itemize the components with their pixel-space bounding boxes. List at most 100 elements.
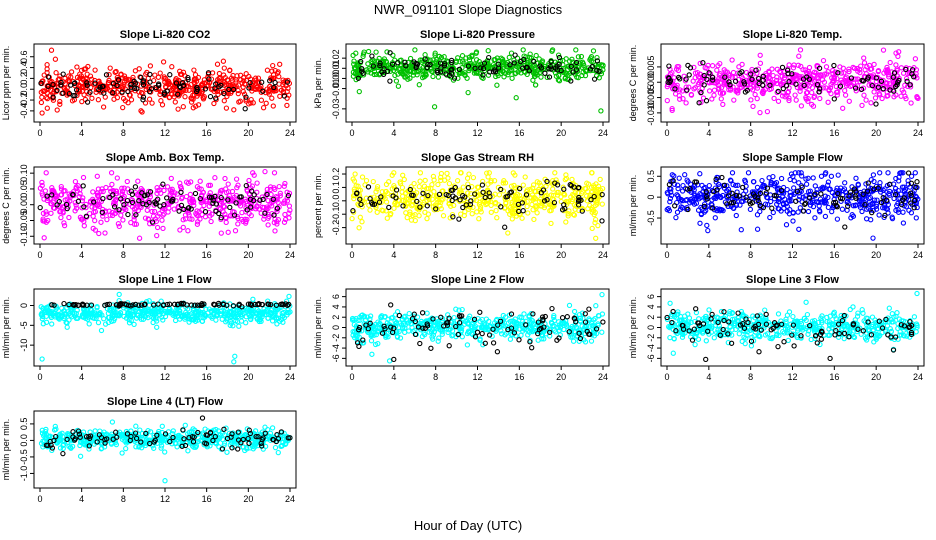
data-point xyxy=(784,67,791,73)
data-point xyxy=(80,183,86,189)
data-point xyxy=(81,92,87,98)
data-point xyxy=(466,57,473,63)
data-point xyxy=(264,67,271,73)
data-point xyxy=(417,204,423,210)
data-point xyxy=(147,191,153,197)
data-point xyxy=(530,207,536,213)
data-point xyxy=(871,89,877,95)
data-point xyxy=(58,82,64,88)
data-point xyxy=(92,217,98,224)
data-point xyxy=(428,185,434,191)
data-point xyxy=(250,100,256,106)
data-point xyxy=(435,74,442,80)
data-point xyxy=(359,174,366,180)
data-point xyxy=(556,72,562,79)
data-point xyxy=(146,308,153,314)
data-point xyxy=(49,321,55,327)
x-tick-label: 8 xyxy=(433,250,438,260)
data-point xyxy=(821,71,828,77)
data-point xyxy=(509,216,515,222)
data-point xyxy=(44,105,50,111)
data-point xyxy=(186,312,192,318)
data-point xyxy=(566,208,572,214)
data-point xyxy=(902,186,909,192)
y-tick-label: -10 xyxy=(19,339,29,352)
data-point xyxy=(379,189,385,195)
data-point xyxy=(412,47,418,53)
data-point xyxy=(95,319,102,326)
data-point xyxy=(271,212,277,218)
data-point xyxy=(484,170,490,176)
data-point xyxy=(158,98,164,104)
data-point xyxy=(817,95,823,102)
x-tick-label: 20 xyxy=(243,128,253,138)
data-point xyxy=(243,182,249,189)
data-point xyxy=(667,195,674,202)
x-tick-label: 0 xyxy=(349,250,354,260)
data-point xyxy=(785,89,791,96)
data-point xyxy=(788,79,794,85)
data-point xyxy=(912,56,919,62)
data-point xyxy=(410,192,416,199)
data-point xyxy=(276,73,282,80)
data-point xyxy=(477,199,483,205)
data-point xyxy=(805,188,812,195)
data-point xyxy=(233,176,240,182)
data-point xyxy=(183,309,189,315)
data-point xyxy=(688,91,694,98)
data-point xyxy=(284,312,290,318)
data-point xyxy=(721,185,728,191)
data-point xyxy=(177,68,183,74)
data-point xyxy=(458,327,465,334)
data-point xyxy=(684,186,690,192)
data-point xyxy=(88,76,95,82)
x-tick-label: 20 xyxy=(556,250,566,260)
data-point xyxy=(124,178,130,185)
data-point xyxy=(388,210,394,217)
data-point xyxy=(674,63,680,70)
data-point xyxy=(139,109,145,115)
data-point xyxy=(111,96,117,102)
data-point xyxy=(498,204,504,210)
data-point xyxy=(846,68,852,75)
data-point xyxy=(435,181,441,188)
data-point xyxy=(571,184,577,190)
data-point xyxy=(567,182,573,188)
data-point xyxy=(40,218,46,224)
data-point xyxy=(565,211,571,217)
data-point xyxy=(551,314,557,321)
data-point xyxy=(596,75,602,81)
data-point xyxy=(97,84,103,90)
data-point xyxy=(44,95,51,102)
data-point xyxy=(814,62,820,69)
data-point xyxy=(714,193,720,199)
data-point xyxy=(551,199,558,206)
data-point xyxy=(439,329,445,335)
data-point xyxy=(54,107,60,113)
y-tick-label: 0.0 xyxy=(19,83,29,96)
data-point xyxy=(782,196,788,202)
data-point xyxy=(236,301,242,307)
data-point xyxy=(91,199,97,205)
data-point xyxy=(900,220,907,226)
data-point xyxy=(509,75,515,81)
data-point xyxy=(698,89,704,96)
data-point xyxy=(466,54,472,60)
data-point xyxy=(790,65,797,71)
data-point xyxy=(771,192,778,199)
data-point xyxy=(889,215,896,222)
data-point xyxy=(240,75,247,81)
data-point xyxy=(869,82,875,89)
data-point xyxy=(266,301,272,308)
data-point xyxy=(91,309,97,316)
data-point xyxy=(112,69,118,75)
data-point xyxy=(228,308,235,314)
data-point xyxy=(61,220,67,226)
data-point xyxy=(413,190,420,196)
data-point xyxy=(375,322,382,328)
data-point xyxy=(790,173,796,180)
y-tick-label: 0.000 xyxy=(646,71,656,94)
data-point xyxy=(199,301,205,307)
data-point xyxy=(597,176,603,183)
data-point xyxy=(680,182,686,189)
